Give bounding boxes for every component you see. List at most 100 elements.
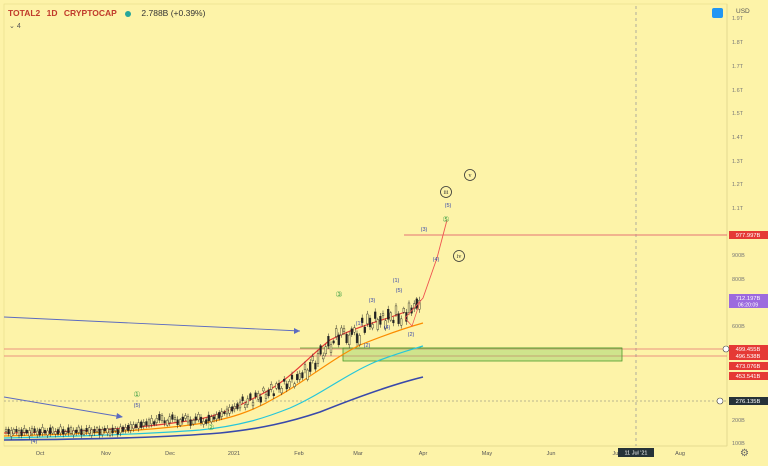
candle xyxy=(207,414,210,422)
candle xyxy=(189,419,192,426)
price-label-box xyxy=(729,397,768,405)
candle xyxy=(306,369,309,380)
x-tick-label: May xyxy=(482,451,493,457)
candle xyxy=(197,414,200,421)
interval-label: 1D xyxy=(46,8,58,18)
candle xyxy=(272,393,275,397)
x-tick-label: 2021 xyxy=(228,451,240,457)
candle xyxy=(205,419,208,424)
price-label-text: 499.455B xyxy=(736,347,761,353)
candle xyxy=(275,383,278,389)
candle xyxy=(314,362,317,370)
candle xyxy=(82,430,86,435)
candle xyxy=(95,427,99,432)
candle xyxy=(400,318,403,326)
gear-icon[interactable]: ⚙ xyxy=(740,448,749,459)
currency-label[interactable]: USD xyxy=(736,8,750,15)
candle xyxy=(368,317,372,328)
candle xyxy=(288,381,291,388)
candle xyxy=(85,428,88,432)
price-label-box xyxy=(729,362,768,370)
candle xyxy=(163,420,166,424)
candle xyxy=(59,426,62,434)
symbol-header[interactable]: TOTAL2 1D CRYPTOCAP 2.788B (+0.39%) xyxy=(8,8,205,18)
price-label-countdown: 06:20:09 xyxy=(738,303,758,309)
alert-marker-icon xyxy=(722,345,730,353)
candle xyxy=(168,416,171,423)
camera-icon[interactable] xyxy=(712,8,723,18)
x-tick-label: Aug xyxy=(675,451,685,457)
candle xyxy=(337,334,340,346)
candle xyxy=(215,414,218,420)
wave-label: iv xyxy=(457,254,462,260)
candle xyxy=(69,427,73,434)
candle xyxy=(251,402,255,407)
candle xyxy=(277,383,281,390)
candle xyxy=(259,396,262,403)
wave-label: (5) xyxy=(396,288,403,294)
candle xyxy=(7,428,10,435)
candle xyxy=(374,311,377,319)
candle xyxy=(10,430,13,437)
candle xyxy=(93,429,96,433)
price-label-box xyxy=(729,372,768,380)
candle xyxy=(267,389,270,397)
price-label-box xyxy=(729,294,768,308)
candle xyxy=(371,324,374,329)
indicator-toggle[interactable]: ⌄ 4 xyxy=(9,22,21,30)
price-label-box xyxy=(729,231,768,239)
candle xyxy=(361,317,364,323)
candle xyxy=(116,429,119,435)
candle xyxy=(67,427,70,434)
candle xyxy=(75,429,78,433)
candle xyxy=(340,327,343,336)
candle xyxy=(72,430,75,436)
candle xyxy=(150,418,153,425)
plot-border xyxy=(3,3,728,447)
x-tick-label: Dec xyxy=(165,451,175,457)
candle xyxy=(212,416,216,420)
market-status-icon xyxy=(125,10,132,17)
y-tick-label: 1.4T xyxy=(732,135,744,141)
trend-line-upper xyxy=(3,316,301,332)
candle xyxy=(17,430,21,436)
candle xyxy=(36,430,39,435)
wave-label: (2) xyxy=(408,332,415,338)
candle xyxy=(176,419,179,425)
price-label-text: 453.541B xyxy=(736,374,761,380)
candle xyxy=(392,319,395,324)
candle xyxy=(38,429,41,436)
candle xyxy=(145,421,148,426)
candle xyxy=(316,353,320,364)
candle xyxy=(355,333,359,344)
candle xyxy=(319,345,322,355)
candle xyxy=(348,334,351,346)
candle xyxy=(228,407,231,414)
projection-path-minor xyxy=(404,301,421,327)
candle xyxy=(142,422,145,427)
candle xyxy=(366,313,369,324)
candle xyxy=(181,416,184,422)
candle xyxy=(179,419,182,426)
y-tick-label: 1.3T xyxy=(732,159,744,165)
wave-label: (3) xyxy=(369,298,376,304)
x-tick-label: Mar xyxy=(353,451,363,457)
candle xyxy=(101,429,104,435)
indicator-count: 4 xyxy=(16,23,21,30)
candle xyxy=(335,328,338,337)
x-tick-label: Oct xyxy=(36,451,45,457)
candle xyxy=(111,427,114,434)
candle xyxy=(285,383,288,390)
candle xyxy=(249,393,252,400)
symbol-name: TOTAL2 xyxy=(8,8,41,18)
candle xyxy=(397,313,400,324)
candle xyxy=(114,428,117,431)
candle xyxy=(194,416,197,421)
y-tick-label: 1.5T xyxy=(732,111,744,117)
candle xyxy=(358,335,361,345)
candle xyxy=(41,427,44,434)
candle xyxy=(241,396,244,402)
y-tick-label: 1.2T xyxy=(732,182,744,188)
candle xyxy=(184,415,187,419)
